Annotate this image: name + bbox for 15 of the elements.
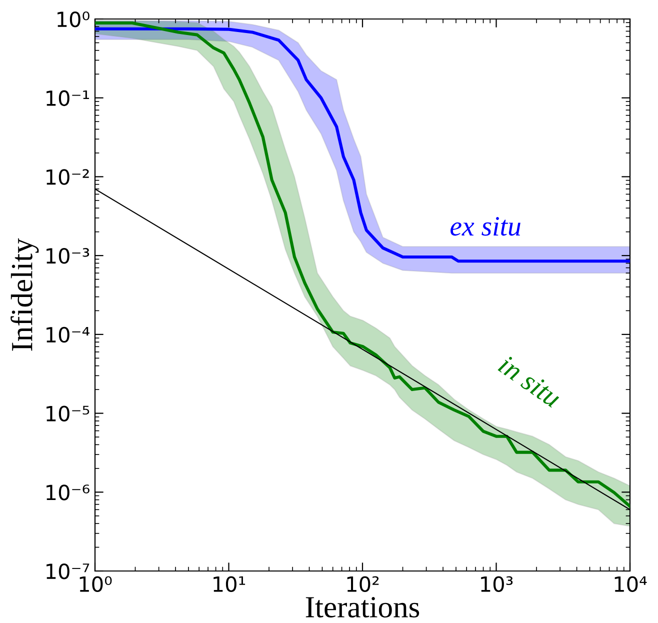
y-tick-label: 10⁰ xyxy=(58,11,90,28)
y-tick-label: 10⁻³ xyxy=(46,248,90,264)
x-tick-label: 10⁴ xyxy=(614,576,647,592)
text: in situ xyxy=(497,354,562,408)
y-tick-label: 10⁻² xyxy=(46,169,89,185)
y-tick-label: 10⁻⁵ xyxy=(46,406,90,422)
x-tick-label: 10² xyxy=(347,576,379,592)
series-label: ex situ xyxy=(450,217,520,236)
y-tick-label: 10⁻¹ xyxy=(46,90,89,106)
x-axis-title: Iterations xyxy=(306,596,420,618)
y-tick-label: 10⁻⁶ xyxy=(46,484,90,500)
x-tick-label: 10¹ xyxy=(214,576,246,592)
y-tick-label: 10⁻⁴ xyxy=(46,326,90,343)
y-axis-title: Infidelity xyxy=(10,238,39,351)
x-tick-label: 10³ xyxy=(481,576,513,592)
